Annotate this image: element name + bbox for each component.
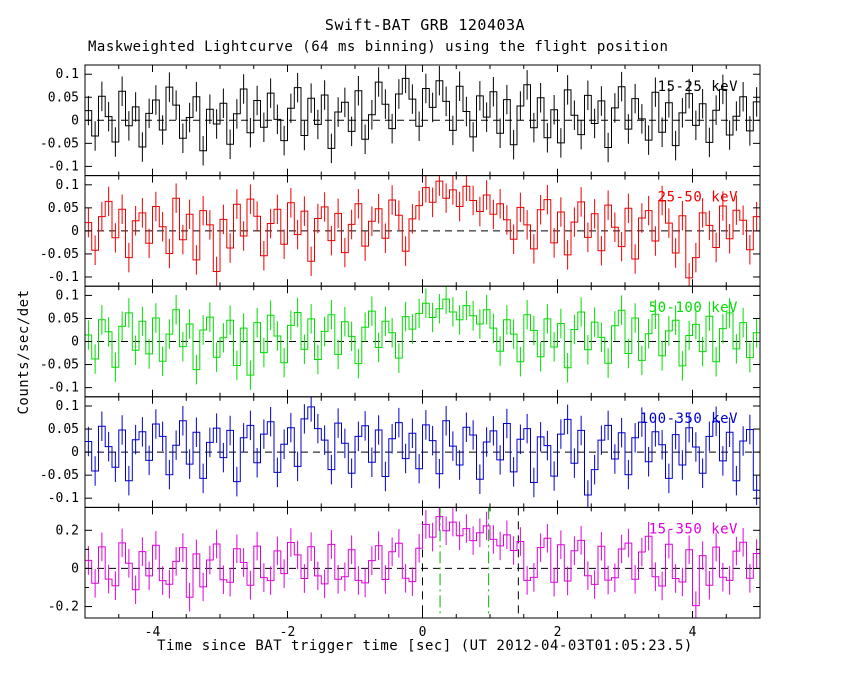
y-tick-label: -0.05 [40,136,79,151]
x-tick-label: 2 [554,625,562,640]
y-tick-label: 0.05 [48,201,79,216]
x-tick-label: -4 [145,625,161,640]
y-tick-label: -0.05 [40,247,79,262]
error-bars [87,175,758,287]
error-bars [87,507,758,618]
y-tick-label: 0.1 [56,67,79,82]
x-tick-label: 4 [689,625,697,640]
y-tick-label: -0.1 [48,381,79,396]
lightcurve-steps [85,180,760,279]
lightcurve-steps [85,77,760,152]
y-tick-label: -0.05 [40,358,79,373]
panel-label: 15-350 keV [649,521,738,537]
y-tick-label: 0.05 [48,422,79,437]
panel-15-25-kev [85,65,760,166]
y-tick-label: -0.1 [48,159,79,174]
y-tick-label: -0.05 [40,468,79,483]
y-tick-label: 0 [71,335,79,350]
panel-label: 100-350 keV [640,411,738,427]
panel-50-100-kev [85,286,760,390]
panel-label: 25-50 keV [658,190,738,206]
y-tick-label: 0.1 [56,288,79,303]
panel-label: 15-25 keV [658,79,738,95]
x-tick-label: 0 [419,625,427,640]
panel-100-350-kev [85,396,760,508]
y-tick-label: 0.2 [56,523,79,538]
error-bars [87,396,758,508]
y-tick-label: -0.1 [48,491,79,506]
y-tick-label: 0 [71,113,79,128]
y-tick-label: -0.1 [48,270,79,285]
panel-label: 50-100 keV [649,300,738,316]
y-tick-label: -0.2 [48,600,79,615]
y-tick-label: 0.1 [56,178,79,193]
panel-25-50-kev [85,175,760,287]
lightcurve-steps [85,406,760,496]
lightcurve-steps [85,298,760,376]
chart-title: Swift-BAT GRB 120403A [324,16,526,34]
y-tick-label: 0.05 [48,90,79,105]
x-axis-label: Time since BAT trigger time [sec] (UT 20… [157,638,693,654]
x-tick-label: -2 [280,625,296,640]
lightcurve-steps [85,516,760,607]
y-tick-label: 0.1 [56,399,79,414]
y-tick-label: 0 [71,445,79,460]
panel-15-350-kev [85,507,760,618]
y-tick-label: 0 [71,224,79,239]
y-tick-label: 0.05 [48,311,79,326]
chart-subtitle: Maskweighted Lightcurve (64 ms binning) … [88,39,669,55]
y-tick-label: 0 [71,561,79,576]
